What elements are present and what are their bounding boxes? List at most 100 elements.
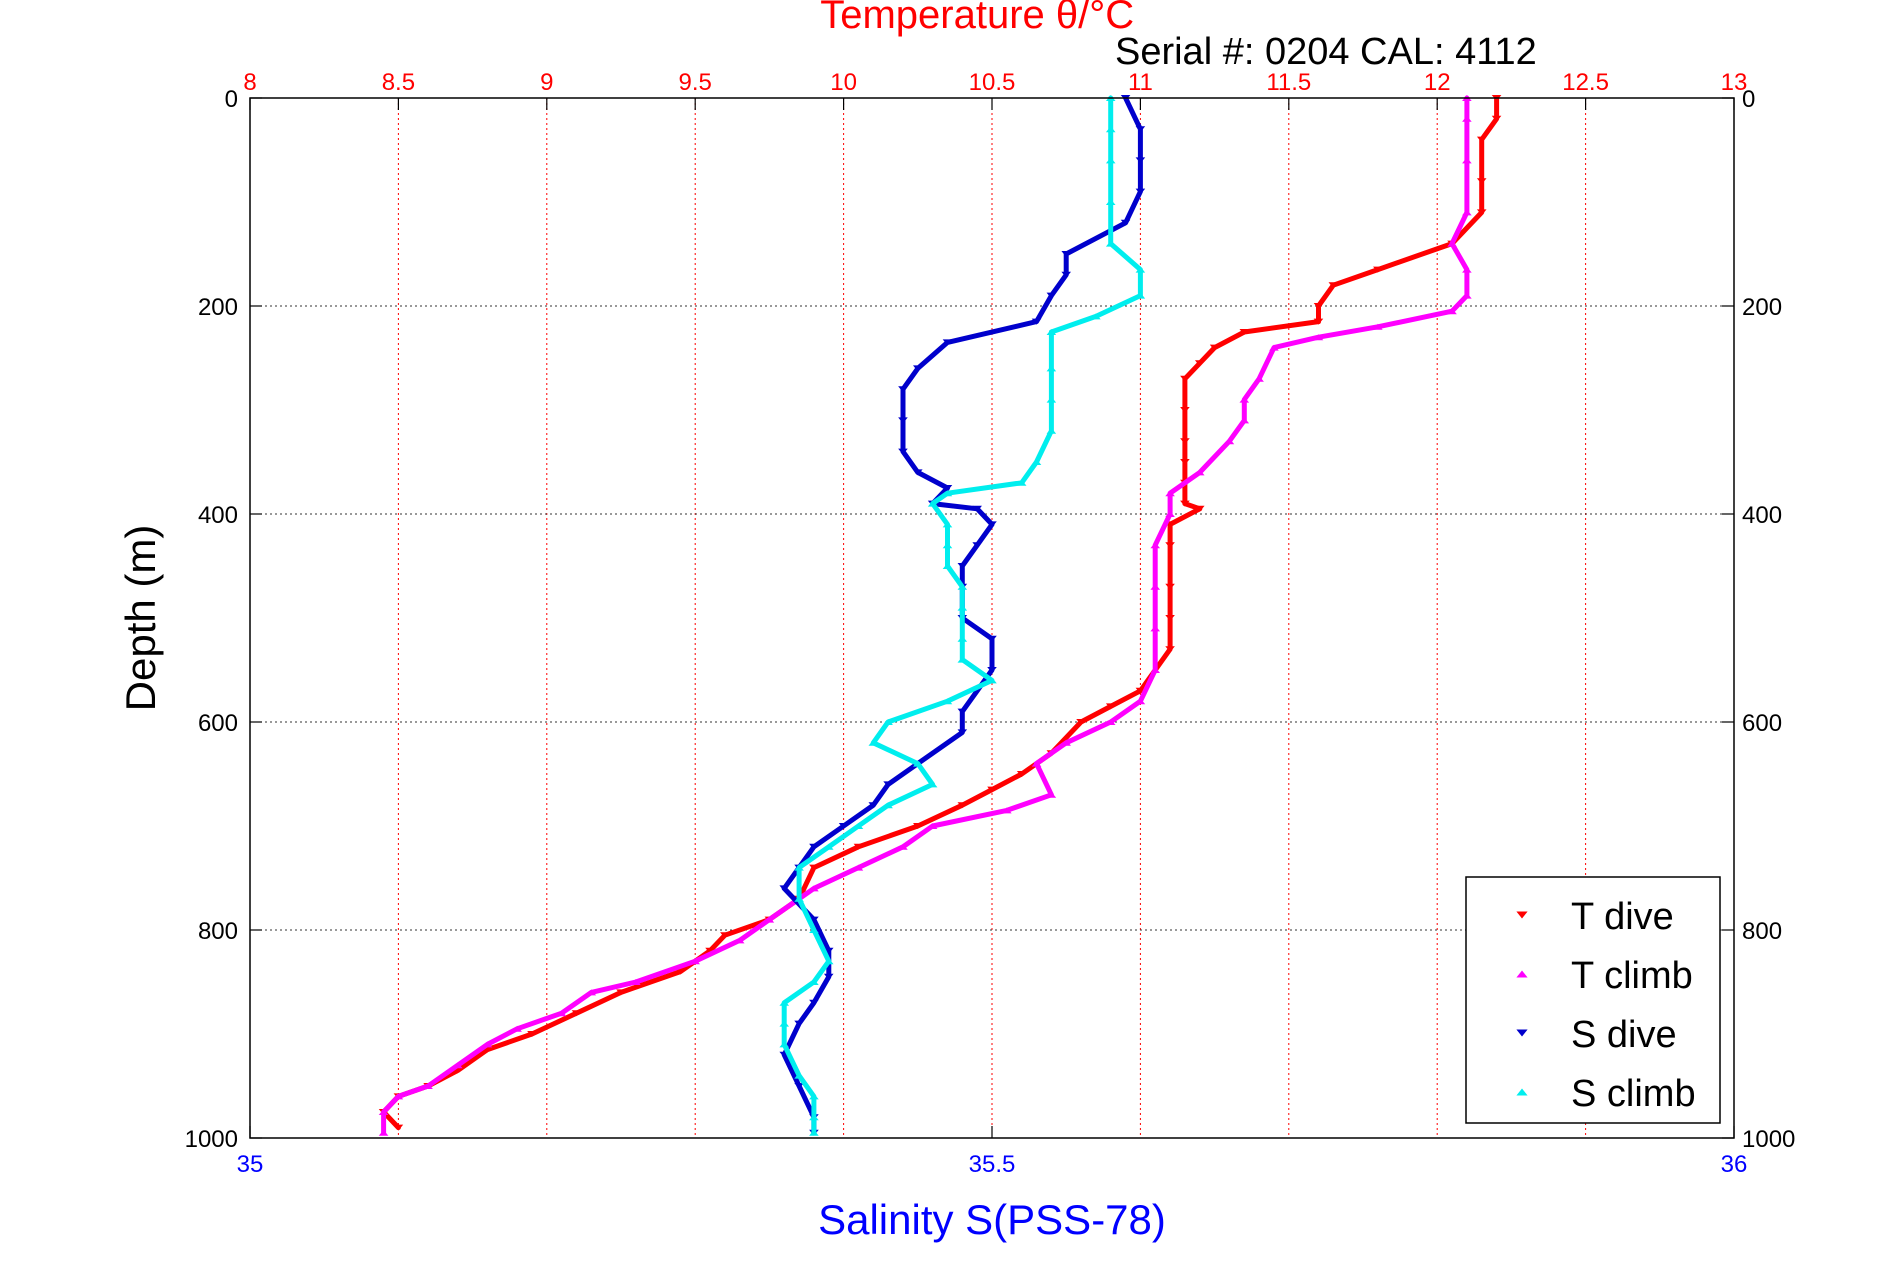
data-point-t-climb (734, 937, 745, 944)
data-point-t-climb (1447, 308, 1457, 315)
data-point-s-climb (779, 1041, 790, 1048)
data-point-s-dive (942, 485, 953, 491)
data-point-t-climb (898, 843, 908, 850)
data-point-s-climb (927, 500, 938, 507)
data-point-t-climb (1194, 469, 1205, 476)
data-point-s-climb (1016, 479, 1027, 486)
data-point-t-dive (1076, 719, 1086, 725)
temperature-tick-label: 13 (1721, 69, 1748, 96)
data-point-t-climb (1313, 334, 1324, 341)
data-point-s-dive (838, 823, 849, 829)
legend-label-t-climb: T climb (1571, 955, 1693, 997)
temperature-tick-label: 11 (1128, 69, 1153, 96)
data-point-t-climb (378, 1109, 389, 1115)
data-point-s-dive (823, 947, 834, 954)
data-point-t-climb (1150, 583, 1161, 590)
data-point-s-climb (794, 1072, 804, 1079)
salinity-tick-label: 35 (237, 1151, 264, 1178)
axis-layer: 8 8.5 9 9.5 10 10.5 11 11.5 12 12.5 13 35 35.5 36 0 0 20… (185, 69, 1796, 1178)
data-point-t-climb (690, 958, 700, 965)
data-point-s-dive (898, 448, 908, 455)
depth-tick-label-right: 0 (1742, 86, 1755, 113)
depth-tick-label-left: 1000 (185, 1126, 238, 1153)
data-point-s-climb (957, 583, 968, 590)
data-point-s-climb (853, 823, 864, 829)
data-point-s-dive (1135, 188, 1146, 195)
data-point-s-climb (779, 1020, 790, 1027)
temperature-tick-label: 8.5 (382, 69, 415, 96)
data-point-t-dive (571, 1010, 582, 1017)
salinity-tick-label: 35.5 (969, 1151, 1016, 1178)
data-point-t-dive (1491, 115, 1502, 122)
data-point-s-climb (809, 1093, 819, 1100)
legend-box (1465, 876, 1721, 1124)
legend-marker-s-dive (1516, 1029, 1528, 1037)
data-point-s-dive (1046, 292, 1057, 299)
data-point-t-dive (705, 947, 715, 954)
legend-marker-t-dive (1516, 911, 1528, 919)
data-point-t-climb (1105, 719, 1116, 725)
data-point-s-dive (794, 1083, 804, 1089)
data-point-s-dive (913, 469, 923, 476)
series-s-climb (779, 95, 1146, 1136)
data-point-t-climb (631, 979, 641, 985)
data-point-s-climb (1046, 329, 1057, 335)
data-point-t-dive (1373, 266, 1383, 273)
data-point-t-climb (1269, 344, 1279, 351)
chart-subtitle: Serial #: 0204 CAL: 4112 (1115, 31, 1537, 73)
data-point-s-climb (987, 677, 997, 684)
temperature-tick-label: 8 (243, 69, 256, 96)
data-point-t-dive (1165, 646, 1175, 653)
temperature-tick-label: 11.5 (1266, 69, 1311, 96)
data-point-t-dive (1180, 375, 1190, 382)
data-point-s-climb (942, 698, 953, 705)
x-axis-label: Salinity S(PSS-78) (818, 1196, 1166, 1243)
data-point-t-dive (853, 843, 864, 850)
data-point-t-dive (987, 786, 997, 793)
data-point-s-dive (1061, 251, 1071, 257)
data-point-t-dive (1016, 771, 1027, 777)
data-point-s-climb (957, 604, 968, 611)
data-point-t-climb (1462, 157, 1472, 164)
data-point-t-climb (1462, 209, 1472, 216)
data-point-t-dive (1194, 505, 1205, 512)
data-point-s-climb (883, 719, 893, 725)
data-point-s-dive (883, 781, 893, 788)
data-point-s-climb (794, 864, 804, 871)
data-point-t-dive (616, 989, 626, 996)
data-point-s-climb (942, 521, 953, 528)
data-point-t-dive (675, 968, 686, 975)
data-point-t-climb (1135, 698, 1146, 705)
depth-tick-label-left: 0 (225, 86, 238, 113)
data-point-s-dive (779, 885, 790, 892)
data-point-t-dive (1180, 500, 1190, 507)
data-point-t-climb (1002, 807, 1012, 814)
data-point-s-climb (957, 635, 968, 642)
data-point-t-climb (1061, 739, 1071, 746)
depth-tick-label-right: 800 (1742, 918, 1782, 945)
data-point-t-dive (1328, 282, 1339, 289)
data-point-t-dive (1180, 438, 1190, 445)
data-point-s-dive (957, 708, 968, 715)
depth-tick-label-right: 1000 (1742, 1126, 1795, 1153)
data-point-s-climb (868, 739, 879, 746)
data-point-s-climb (1105, 240, 1116, 247)
data-point-s-climb (1046, 427, 1057, 434)
data-point-s-dive (868, 802, 879, 809)
data-point-s-dive (823, 973, 834, 980)
data-point-s-climb (927, 781, 938, 788)
data-point-s-climb (809, 979, 819, 985)
data-point-t-climb (556, 1010, 567, 1017)
data-point-t-dive (1313, 318, 1324, 325)
data-point-t-climb (927, 823, 938, 829)
data-point-s-climb (809, 1114, 819, 1121)
salinity-tick-label: 36 (1721, 1151, 1748, 1178)
data-point-s-climb (1031, 459, 1042, 465)
legend-marker-t-climb (1516, 970, 1528, 978)
data-point-t-climb (423, 1083, 433, 1089)
temperature-tick-label: 9.5 (679, 69, 712, 96)
data-point-s-dive (942, 339, 953, 346)
data-point-t-dive (913, 823, 923, 829)
depth-tick-label-right: 600 (1742, 710, 1782, 737)
data-point-s-dive (898, 417, 908, 424)
